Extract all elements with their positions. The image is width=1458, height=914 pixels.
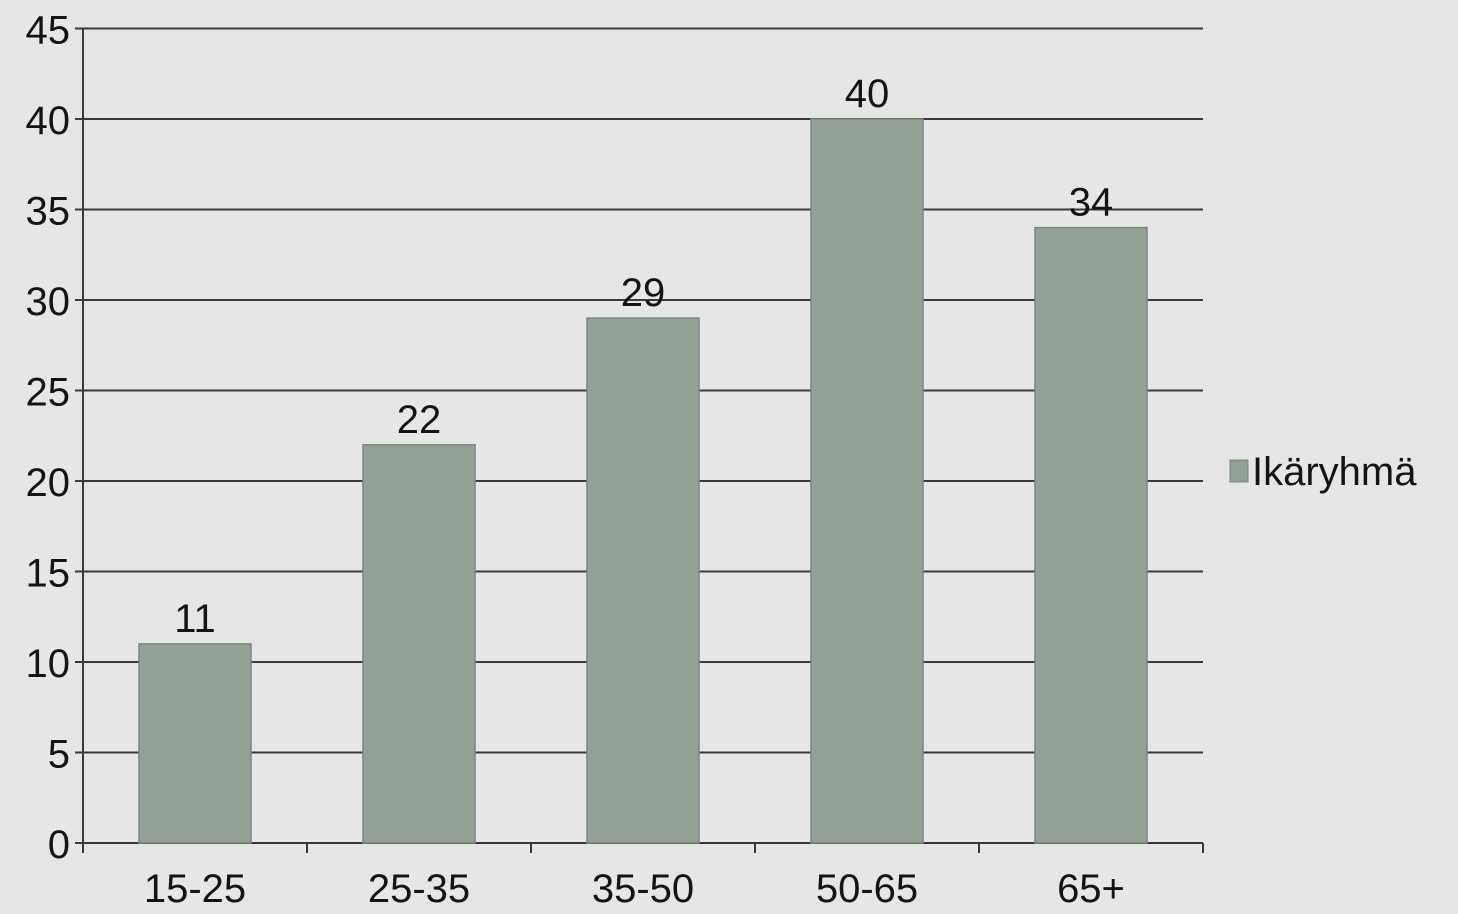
bar-35-50 (586, 317, 700, 844)
x-tick-label-50-65: 50-65 (816, 867, 918, 909)
y-tick-label: 25 (26, 371, 71, 415)
data-label-25-35: 22 (397, 398, 442, 442)
x-tick-label-35-50: 35-50 (592, 867, 694, 909)
y-tick-label: 10 (26, 642, 71, 686)
x-tick-label-65+: 65+ (1057, 867, 1125, 909)
data-labels: 11 22 29 40 34 (174, 72, 1113, 641)
bar-15-25 (138, 643, 252, 844)
legend[interactable]: Ikäryhmä (1229, 450, 1417, 494)
axes: 0 5 10 15 20 25 30 35 40 45 15-25 25-35 35-50 50-65 65… (26, 9, 1204, 911)
x-tick-label-25-35: 25-35 (368, 867, 470, 909)
data-label-50-65: 40 (845, 72, 890, 116)
y-tick-label: 30 (26, 280, 71, 324)
legend-label: Ikäryhmä (1252, 450, 1417, 494)
data-label-65+: 34 (1069, 181, 1114, 225)
y-tick-label: 15 (26, 552, 71, 596)
bar-65+ (1034, 226, 1148, 844)
y-tick-label: 40 (26, 99, 71, 143)
data-label-35-50: 29 (621, 271, 666, 315)
bar-25-35 (362, 444, 476, 844)
x-tick-label-15-25: 15-25 (144, 867, 246, 909)
y-tick-label: 20 (26, 461, 71, 505)
bar-50-65 (810, 118, 924, 844)
data-label-15-25: 11 (174, 597, 216, 641)
y-tick-label: 5 (48, 733, 70, 777)
y-tick-label: 45 (26, 9, 71, 53)
legend-swatch (1229, 459, 1249, 483)
y-tick-label: 0 (48, 823, 70, 867)
y-tick-label: 35 (26, 190, 71, 234)
bars (138, 118, 1148, 844)
